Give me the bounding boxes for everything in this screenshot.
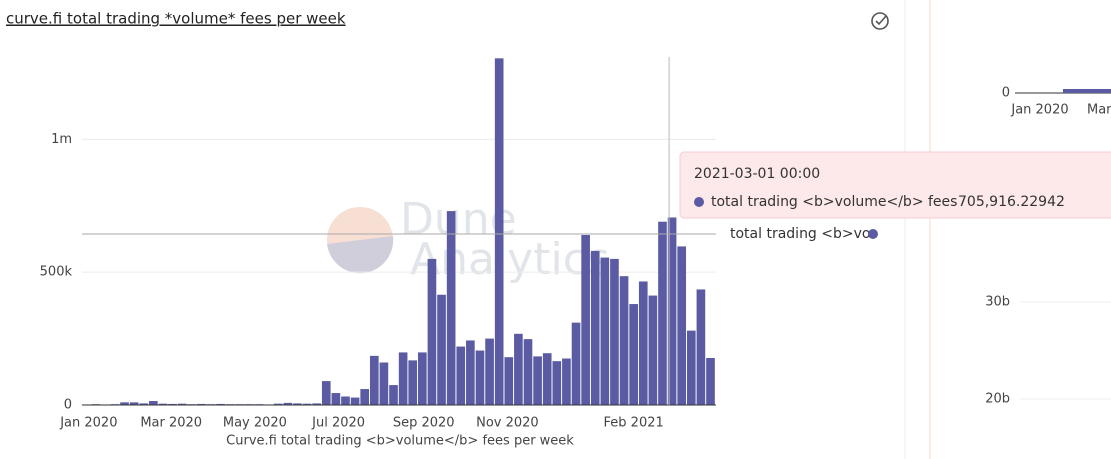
bar [341,396,350,405]
bar [293,403,302,405]
bar [542,353,552,405]
tooltip-box [679,151,1111,219]
bar [629,304,638,405]
bar [610,258,619,405]
bar [350,397,360,405]
plot: 0 500k 1m Jan 2020 Mar 2020 May 2020 Jul 2020 S… [40,58,716,449]
bar [389,385,398,405]
bar [177,403,187,405]
hover-dot [868,229,878,239]
x-tick-label: Sep 2020 [393,416,455,431]
x-tick-label: Feb 2021 [604,416,664,431]
bar [648,295,658,405]
bar [273,403,283,405]
tooltip-date: 2021-03-01 00:00 [694,166,820,182]
bar [638,281,648,405]
bar [408,360,418,405]
watermark-text: Analytics [410,234,610,285]
bar [677,246,687,405]
side-x-label: Jan 2020 [1010,103,1068,118]
bar [466,340,475,405]
watermark: Dune Analytics [327,194,610,285]
x-axis-label: Curve.fi total trading <b>volume</b> fee… [226,434,574,449]
bar [571,322,581,405]
bar [533,356,542,405]
bar [552,361,562,405]
bar [418,352,427,405]
bar [331,393,341,405]
bar [216,403,225,405]
bar [379,362,389,405]
bar [658,221,667,405]
bar [667,217,677,405]
bar [129,402,139,405]
bar [321,381,331,405]
x-tick-label: Jan 2020 [59,416,117,431]
chart-title[interactable]: curve.fi total trading *volume* fees per… [6,10,346,28]
tooltip-series: total trading <b>volume</b> fees [711,194,957,210]
side-y-label: 30b [985,295,1010,310]
bar [619,276,629,405]
bar [446,211,456,405]
bar [369,355,379,405]
bar [398,352,408,405]
bar [600,257,610,405]
y-tick-label: 500k [40,265,73,280]
y-tick-label: 1m [51,132,72,147]
bar [456,346,466,405]
bar [437,294,446,405]
side-bars [1063,89,1111,93]
x-tick-label: Nov 2020 [476,416,539,431]
x-tick-label: Mar 2020 [140,416,202,431]
bar [590,250,600,405]
bar [302,403,312,405]
bar [168,403,177,405]
bar [197,403,206,405]
overlay: total trading <b>vo 2021-03-01 00:00 total… [82,57,1111,405]
bar [494,58,504,405]
bar [485,338,494,405]
x-tick-label: Jul 2020 [311,416,365,431]
side-y-label: 20b [985,392,1010,407]
bar [562,358,571,405]
side-y-label: 0 [1002,86,1010,101]
bar [360,389,370,405]
bar [706,357,715,405]
bar [475,350,485,405]
bar [504,357,514,405]
check-icon[interactable] [871,12,889,30]
bar [523,339,533,405]
bar [120,402,129,405]
tooltip-dot [694,197,704,207]
bar [581,234,590,405]
bar [149,401,158,405]
bar [427,258,437,405]
bar [312,403,321,405]
bar [283,402,293,405]
bar [686,330,696,405]
bar [696,289,706,405]
bar [139,403,149,405]
hover-label: total trading <b>vo [730,226,870,242]
x-tick-label: May 2020 [223,416,287,431]
side-x-label: Mar [1087,103,1111,118]
tooltip-value: 705,916.22942 [958,194,1065,210]
y-tick-label: 0 [64,398,72,413]
side-panel: 0 30b 20b Jan 2020 Mar [985,86,1111,407]
bar [158,403,168,405]
bar [514,333,523,405]
